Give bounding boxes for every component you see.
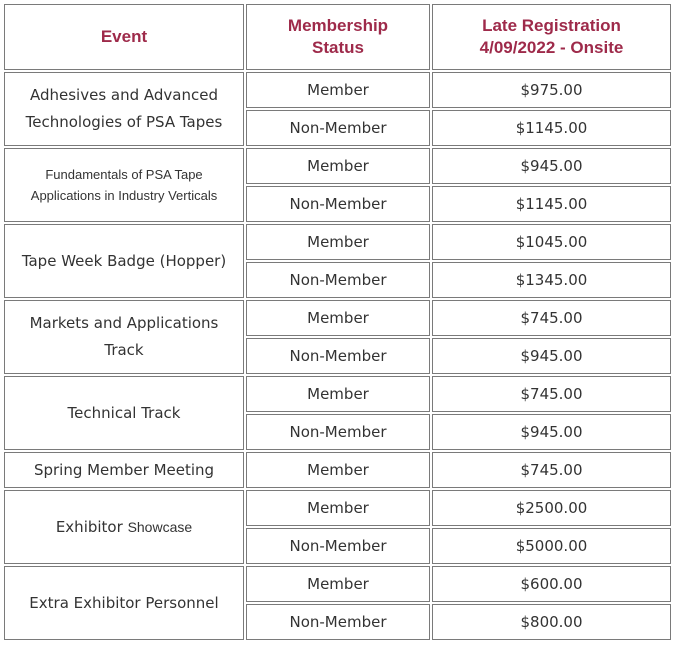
membership-status-cell: Member	[246, 300, 430, 336]
membership-status-cell: Non-Member	[246, 604, 430, 640]
membership-status-cell: Non-Member	[246, 414, 430, 450]
membership-status-cell: Member	[246, 376, 430, 412]
table-row: Spring Member Meeting Member $745.00	[4, 452, 671, 488]
price-cell: $945.00	[432, 338, 671, 374]
price-cell: $745.00	[432, 300, 671, 336]
membership-status-cell: Non-Member	[246, 110, 430, 146]
membership-status-cell: Non-Member	[246, 186, 430, 222]
membership-status-cell: Member	[246, 72, 430, 108]
price-cell: $975.00	[432, 72, 671, 108]
price-cell: $745.00	[432, 376, 671, 412]
price-cell: $1145.00	[432, 110, 671, 146]
price-cell: $945.00	[432, 148, 671, 184]
membership-status-column-header: Membership Status	[246, 4, 430, 70]
event-name-cell: Technical Track	[4, 376, 244, 450]
table-row: Non-Member $800.00	[4, 604, 671, 640]
price-cell: $600.00	[432, 566, 671, 602]
table-row: Non-Member $1145.00	[4, 186, 671, 222]
event-name-cell: Extra Exhibitor Personnel	[4, 566, 244, 640]
price-cell: $1145.00	[432, 186, 671, 222]
event-name-cell: Adhesives and Advanced Technologies of PS…	[4, 72, 244, 146]
table-row: Non-Member $5000.00	[4, 528, 671, 564]
membership-status-cell: Member	[246, 566, 430, 602]
price-cell: $800.00	[432, 604, 671, 640]
price-cell: $1045.00	[432, 224, 671, 260]
table-row: Non-Member $945.00	[4, 414, 671, 450]
membership-status-cell: Member	[246, 148, 430, 184]
price-cell: $745.00	[432, 452, 671, 488]
membership-status-cell: Member	[246, 224, 430, 260]
event-name-cell: Tape Week Badge (Hopper)	[4, 224, 244, 298]
membership-status-cell: Member	[246, 490, 430, 526]
table-row: Non-Member $1145.00	[4, 110, 671, 146]
table-row: Tape Week Badge (Hopper) Member $1045.00	[4, 224, 671, 298]
event-column-header: Event	[4, 4, 244, 70]
price-cell: $2500.00	[432, 490, 671, 526]
membership-status-cell: Non-Member	[246, 338, 430, 374]
event-name-cell: Exhibitor Showcase	[4, 490, 244, 564]
price-cell: $5000.00	[432, 528, 671, 564]
price-cell: $945.00	[432, 414, 671, 450]
membership-status-cell: Non-Member	[246, 528, 430, 564]
table-row: Fundamentals of PSA Tape Applications in …	[4, 148, 671, 222]
price-cell: $1345.00	[432, 262, 671, 298]
table-row: Technical Track Member $745.00	[4, 376, 671, 450]
table-row: Exhibitor Showcase Member $2500.00	[4, 490, 671, 564]
table-row: Non-Member $945.00	[4, 338, 671, 374]
event-name-cell: Fundamentals of PSA Tape Applications in …	[4, 148, 244, 222]
event-name-cell: Markets and Applications Track	[4, 300, 244, 374]
membership-status-cell: Non-Member	[246, 262, 430, 298]
table-row: Adhesives and Advanced Technologies of PS…	[4, 72, 671, 146]
event-name-cell: Spring Member Meeting	[4, 452, 244, 488]
header-row: Event Membership Status Late Registration…	[4, 4, 671, 70]
table-row: Markets and Applications Track Member $7…	[4, 300, 671, 374]
table-row: Non-Member $1345.00	[4, 262, 671, 298]
membership-status-cell: Member	[246, 452, 430, 488]
late-registration-column-header: Late Registration 4/09/2022 - Onsite	[432, 4, 671, 70]
registration-pricing-table: Event Membership Status Late Registration…	[2, 2, 673, 642]
table-row: Extra Exhibitor Personnel Member $600.00	[4, 566, 671, 640]
